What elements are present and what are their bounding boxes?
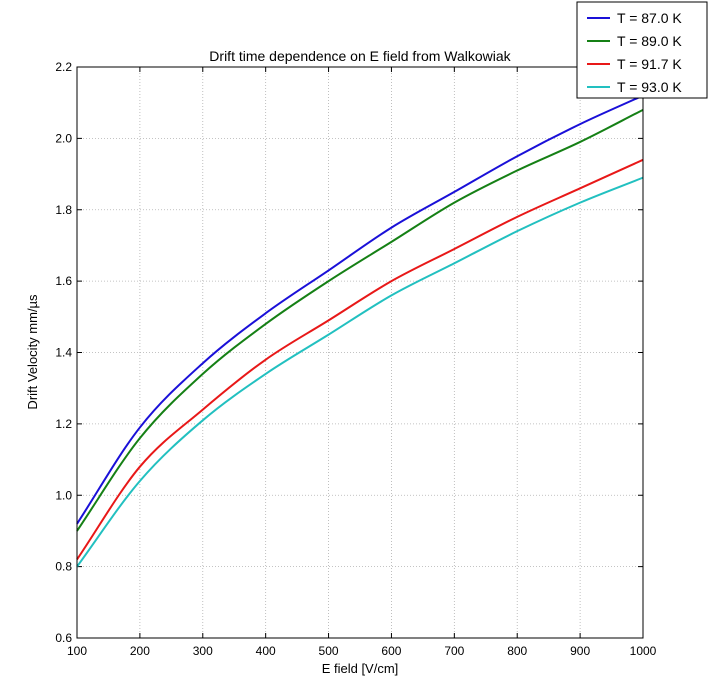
legend: T = 87.0 K T = 89.0 K T = 91.7 K T = 93.0 K bbox=[576, 1, 708, 99]
x-tick-label: 500 bbox=[319, 644, 339, 658]
series-line-4 bbox=[76, 176, 644, 568]
x-tick-label: 600 bbox=[381, 644, 401, 658]
grid-lines bbox=[77, 67, 643, 638]
x-tick-label: 300 bbox=[193, 644, 213, 658]
legend-label: T = 91.7 K bbox=[617, 56, 682, 72]
y-tick-label: 1.0 bbox=[55, 488, 72, 502]
y-tick-label: 2.0 bbox=[55, 131, 72, 145]
y-tick-label: 1.2 bbox=[55, 417, 72, 431]
y-tick-label: 1.4 bbox=[55, 346, 72, 360]
axis-ticks: 100 200 300 400 500 600 700 800 900 1000 0.6 0.8 1.0… bbox=[55, 60, 656, 658]
chart-title: Drift time dependence on E field from Wa… bbox=[209, 48, 511, 64]
x-tick-label: 800 bbox=[507, 644, 527, 658]
legend-label: T = 89.0 K bbox=[617, 33, 682, 49]
y-tick-label: 0.8 bbox=[55, 560, 72, 574]
x-tick-label: 200 bbox=[130, 644, 150, 658]
x-axis-label: E field [V/cm] bbox=[322, 661, 399, 676]
series-line-2 bbox=[76, 108, 644, 532]
plot-frame bbox=[76, 66, 644, 639]
series-line-1 bbox=[76, 94, 644, 525]
y-tick-label: 1.8 bbox=[55, 203, 72, 217]
x-tick-label: 1000 bbox=[630, 644, 657, 658]
x-tick-label: 700 bbox=[444, 644, 464, 658]
legend-label: T = 87.0 K bbox=[617, 10, 682, 26]
x-tick-label: 400 bbox=[256, 644, 276, 658]
series-lines bbox=[76, 94, 644, 568]
y-tick-label: 0.6 bbox=[55, 631, 72, 645]
series-line-3 bbox=[76, 158, 644, 561]
x-tick-label: 100 bbox=[67, 644, 87, 658]
x-tick-label: 900 bbox=[570, 644, 590, 658]
y-tick-label: 2.2 bbox=[55, 60, 72, 74]
y-tick-label: 1.6 bbox=[55, 274, 72, 288]
legend-label: T = 93.0 K bbox=[617, 79, 682, 95]
y-axis-label: Drift Velocity mm/µs bbox=[25, 294, 40, 410]
